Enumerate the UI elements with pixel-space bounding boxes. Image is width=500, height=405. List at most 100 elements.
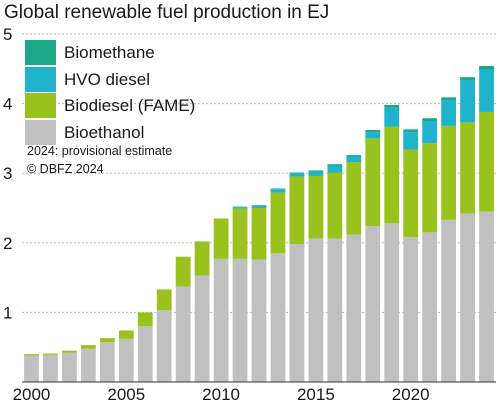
bar-2019-bioethanol xyxy=(384,223,400,382)
bar-2013-biodiesel-fame xyxy=(270,192,286,254)
bar-2001-biodiesel-fame xyxy=(43,353,58,355)
bar-2024-bioethanol xyxy=(479,211,494,382)
bar-2014-biodiesel-fame xyxy=(289,176,305,245)
bar-2021-bioethanol xyxy=(422,232,438,382)
bar-2023-hvo-diesel xyxy=(460,80,475,123)
bar-2011-biomethane xyxy=(232,206,248,208)
bar-2000-biodiesel-fame xyxy=(24,354,39,356)
bar-2014-biomethane xyxy=(289,172,305,174)
bar-2016-bioethanol xyxy=(327,238,343,382)
bar-2023-biodiesel-fame xyxy=(460,122,475,214)
bar-2002-bioethanol xyxy=(62,352,77,382)
legend-swatch-biodiesel xyxy=(25,93,56,118)
bar-2024-hvo-diesel xyxy=(479,69,494,112)
note-provisional-estimate: 2024: provisional estimate xyxy=(27,144,173,158)
bar-2024-biomethane xyxy=(479,66,494,70)
bar-2011-bioethanol xyxy=(232,258,248,382)
bar-2003-bioethanol xyxy=(80,348,96,382)
bar-2021-hvo-diesel xyxy=(422,121,438,144)
bar-2006-biodiesel-fame xyxy=(137,312,153,327)
bar-2013-biomethane xyxy=(270,188,286,190)
bar-2020-biodiesel-fame xyxy=(403,149,419,238)
chart-title: Global renewable fuel production in EJ xyxy=(4,2,330,23)
bar-2004-biodiesel-fame xyxy=(99,338,115,343)
bar-2017-bioethanol xyxy=(346,234,362,382)
bar-2009-bioethanol xyxy=(194,275,210,382)
bar-2018-biomethane xyxy=(365,130,381,133)
bar-2004-bioethanol xyxy=(99,342,115,382)
legend-label-hvo-diesel: HVO diesel xyxy=(64,69,150,89)
bar-2001-bioethanol xyxy=(43,354,58,382)
legend-label-bioethanol: Bioethanol xyxy=(64,122,145,142)
bar-2020-bioethanol xyxy=(403,237,419,382)
bar-2011-biodiesel-fame xyxy=(232,208,248,259)
legend-label-biodiesel: Biodiesel (FAME) xyxy=(64,96,196,115)
bar-2020-biomethane xyxy=(403,129,419,133)
bar-2014-bioethanol xyxy=(289,244,305,382)
bar-2022-biomethane xyxy=(441,97,456,101)
bar-2009-biodiesel-fame xyxy=(194,241,210,276)
legend-swatch-hvo-diesel xyxy=(25,66,56,92)
x-tick-label-2015: 2015 xyxy=(297,385,335,404)
bar-2010-bioethanol xyxy=(213,258,229,382)
bar-2015-hvo-diesel xyxy=(308,171,324,176)
bar-2019-biodiesel-fame xyxy=(384,126,400,224)
x-tick-label-2005: 2005 xyxy=(107,385,145,404)
bar-2005-bioethanol xyxy=(118,338,134,382)
bar-2020-hvo-diesel xyxy=(403,132,419,150)
bar-2007-bioethanol xyxy=(156,310,172,382)
bar-2013-hvo-diesel xyxy=(270,189,286,193)
bar-2024-biodiesel-fame xyxy=(479,111,494,212)
bar-2015-biodiesel-fame xyxy=(308,175,324,239)
x-tick-label-2000: 2000 xyxy=(13,385,51,404)
bar-2012-biomethane xyxy=(251,205,267,206)
x-tick-label-2020: 2020 xyxy=(392,385,430,404)
bar-2017-hvo-diesel xyxy=(346,156,362,163)
bar-2015-biomethane xyxy=(308,170,324,172)
chart-notes: 2024: provisional estimate © DBFZ 2024 xyxy=(27,142,172,178)
bar-2008-biodiesel-fame xyxy=(175,256,191,287)
y-tick-label-4: 4 xyxy=(3,95,12,114)
bar-2018-biodiesel-fame xyxy=(365,138,381,227)
legend-swatch-bioethanol xyxy=(25,119,56,145)
bar-2018-bioethanol xyxy=(365,226,381,382)
bar-2017-biomethane xyxy=(346,155,362,157)
bar-2013-bioethanol xyxy=(270,253,286,382)
bar-2007-biodiesel-fame xyxy=(156,289,172,311)
bar-2021-biomethane xyxy=(422,118,438,121)
y-tick-label-1: 1 xyxy=(3,303,12,322)
bar-2016-biomethane xyxy=(327,164,343,166)
bar-2021-biodiesel-fame xyxy=(422,143,438,233)
y-tick-label-5: 5 xyxy=(3,25,12,44)
bar-2019-biomethane xyxy=(384,104,400,108)
note-copyright: © DBFZ 2024 xyxy=(27,162,104,176)
x-tick-label-2010: 2010 xyxy=(202,385,240,404)
bar-2016-hvo-diesel xyxy=(327,165,343,173)
bar-2000-bioethanol xyxy=(24,355,39,382)
bar-2002-biodiesel-fame xyxy=(62,350,77,353)
legend-swatch-biomethane xyxy=(25,40,56,65)
bar-2016-biodiesel-fame xyxy=(327,172,343,239)
bar-2003-biodiesel-fame xyxy=(80,345,96,349)
legend-label-biomethane: Biomethane xyxy=(64,43,155,62)
bar-2023-bioethanol xyxy=(460,213,475,382)
y-tick-label-2: 2 xyxy=(3,234,12,253)
bar-2012-bioethanol xyxy=(251,259,267,382)
bar-2010-biodiesel-fame xyxy=(213,218,229,259)
bar-2023-biomethane xyxy=(460,77,475,81)
bar-2015-bioethanol xyxy=(308,238,324,382)
bar-2012-hvo-diesel xyxy=(251,205,267,208)
y-tick-label-3: 3 xyxy=(3,164,12,183)
bar-2017-biodiesel-fame xyxy=(346,162,362,235)
bar-2005-biodiesel-fame xyxy=(118,330,134,339)
bar-2022-bioethanol xyxy=(441,219,456,382)
bar-2018-hvo-diesel xyxy=(365,132,381,139)
bar-2019-hvo-diesel xyxy=(384,107,400,127)
bar-2011-hvo-diesel xyxy=(232,207,248,209)
bar-2022-biodiesel-fame xyxy=(441,125,456,220)
bar-2006-bioethanol xyxy=(137,326,153,382)
bar-2008-bioethanol xyxy=(175,286,191,382)
bar-2022-hvo-diesel xyxy=(441,100,456,126)
bar-2012-biodiesel-fame xyxy=(251,208,267,260)
